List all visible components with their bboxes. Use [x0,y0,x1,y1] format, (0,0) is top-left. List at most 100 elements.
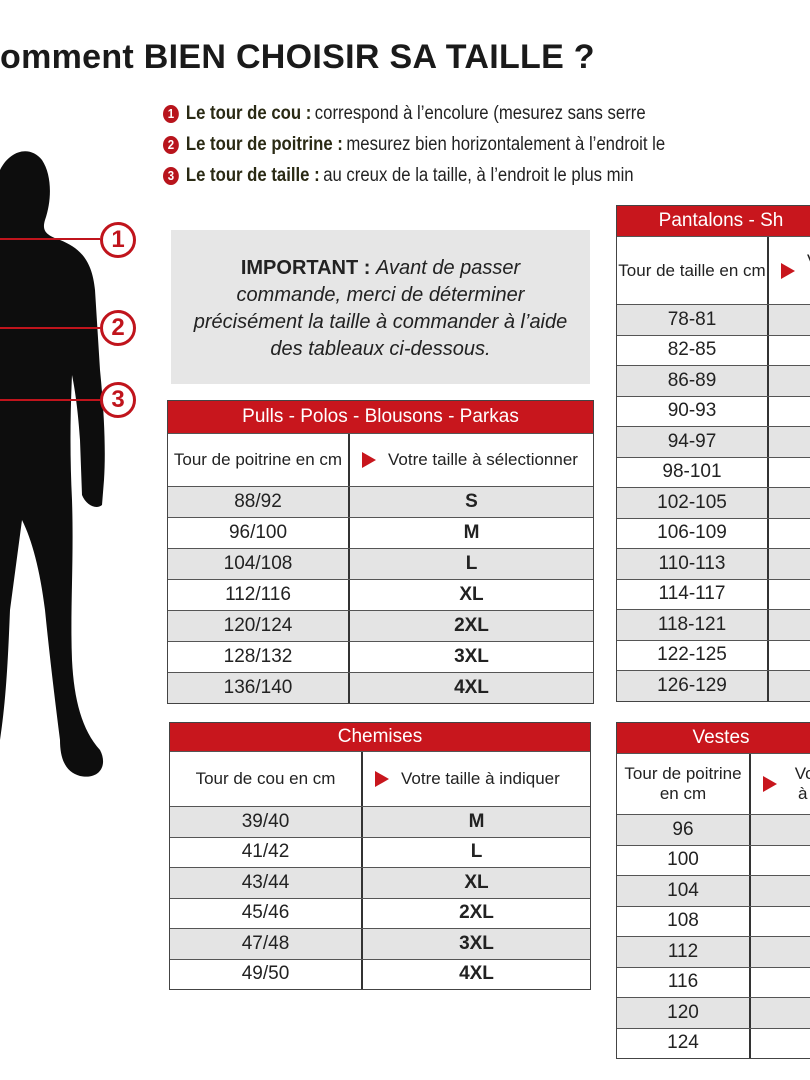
table-row: 136/140 4XL [168,672,593,703]
size-cell [749,937,810,967]
column-header-cell: Votre taille à indiquer [361,752,590,806]
table-row: 49/50 4XL [170,958,590,989]
table-title: Pantalons - Sh [617,206,810,236]
measurement-cell: 96 [672,818,694,840]
table-row: 47/48 3XL [170,928,590,959]
table-row: 114-117 [617,578,810,609]
column-header-cell: Vot à i [749,754,810,814]
size-cell [767,671,810,701]
column-header-cell: Vo à [767,237,810,304]
number-3-icon: 3 [163,166,179,185]
measurement-cell: 47/48 [241,932,290,954]
size-cell [749,1028,810,1058]
table-chemises: Chemises Tour de cou en cm Votre taille à … [169,722,591,990]
definition-text: mesurez bien horizontalement à l’endroit… [346,134,666,155]
measurement-cell: 136/140 [223,677,293,698]
measurement-cell: 43/44 [241,871,290,893]
important-notice: IMPORTANT : Avant de passer commande, me… [171,230,590,384]
measurement-cell: 122-125 [657,644,727,666]
size-cell [767,457,810,487]
size-cell [749,998,810,1028]
measurement-cell: 108 [667,910,699,932]
measurement-cell: 120/124 [223,615,293,636]
definition-text: au creux de la taille, à l’endroit le pl… [323,165,634,186]
definition-label: Le tour de poitrine : [185,134,343,155]
page-title: omment BIEN CHOISIR SA TAILLE ? [0,38,595,76]
size-cell [767,366,810,396]
column-header: Vo à [807,251,810,291]
table-title: Vestes [617,723,810,753]
table-title: Pulls - Polos - Blousons - Parkas [168,401,593,433]
size-cell [767,518,810,548]
column-header: Tour de poitrine en cm [624,764,742,803]
important-text: Avant de passer commande, merci de déter… [193,257,568,360]
measurement-cell: 78-81 [667,308,717,330]
definition-label: Le tour de cou : [185,103,312,124]
size-cell [767,427,810,457]
arrow-right-icon [362,452,376,468]
size-cell: XL [361,868,590,898]
size-cell [767,579,810,609]
measurement-cell: 110-113 [658,552,726,574]
column-header-cell: Votre taille à sélectionner [348,434,593,486]
table-row: 120 [617,997,810,1028]
size-cell [767,335,810,365]
measurement-cell: 100 [667,849,699,871]
measurement-cell: 82-85 [667,339,717,361]
measurement-cell: 114-117 [658,583,726,605]
size-cell [767,305,810,335]
size-cell: 2XL [361,898,590,928]
marker-3: 3 [100,382,136,418]
table-row: 90-93 [617,395,810,426]
measurement-cell: 39/40 [241,810,290,832]
measurement-cell: 104 [667,879,699,901]
size-cell: 4XL [348,673,593,703]
chest-marker-line [0,327,100,329]
marker-1: 1 [100,222,136,258]
table-header-row: Tour de taille en cm Vo à [617,236,810,304]
table-row: 128/132 3XL [168,641,593,672]
number-2-icon: 2 [163,135,179,154]
measurement-cell: 118-121 [657,613,727,635]
table-row: 41/42 L [170,836,590,867]
table-row: 98-101 [617,456,810,487]
table-row: 86-89 [617,365,810,396]
table-row: 110-113 [617,548,810,579]
table-row: 102-105 [617,487,810,518]
definition-text: correspond à l’encolure (mesurez sans se… [314,103,646,124]
table-row: 45/46 2XL [170,897,590,928]
measurement-cell: 45/46 [241,902,290,924]
size-cell [749,967,810,997]
definition-label: Le tour de taille : [185,165,320,186]
size-cell [749,876,810,906]
measurement-cell: 116 [667,971,699,993]
size-cell [767,610,810,640]
size-cell: L [361,837,590,867]
size-cell [749,815,810,845]
measurement-cell: 112 [667,940,699,962]
important-label: IMPORTANT : [240,257,371,279]
size-cell: L [348,549,593,579]
size-cell [767,549,810,579]
table-row: 126-129 [617,670,810,701]
column-header: Tour de poitrine en cm [173,450,343,469]
size-cell: XL [348,580,593,610]
body-silhouette-image [0,151,105,777]
measurement-cell: 102-105 [657,491,727,513]
measurement-cell: 86-89 [667,369,717,391]
table-row: 124 [617,1027,810,1058]
size-cell: 3XL [361,929,590,959]
size-cell [767,396,810,426]
measurement-cell: 98-101 [662,461,722,483]
measurement-cell: 126-129 [657,674,727,696]
measurement-cell: 104/108 [223,553,293,574]
size-cell [767,640,810,670]
table-row: 100 [617,844,810,875]
column-header: Tour de cou en cm [195,769,336,788]
table-row: 112 [617,936,810,967]
measurement-definitions: 1 Le tour de cou : correspond à l’encolure… [163,98,665,191]
definition-neck: 1 Le tour de cou : correspond à l’encolure… [163,98,665,129]
size-cell: 3XL [348,642,593,672]
table-row: 104 [617,875,810,906]
table-title: Chemises [170,723,590,751]
